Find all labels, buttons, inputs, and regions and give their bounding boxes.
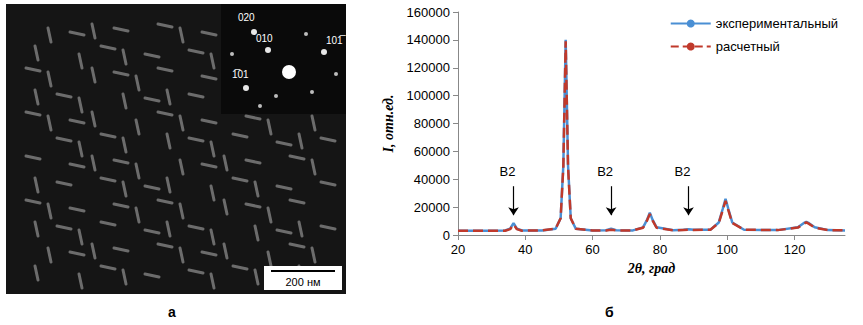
svg-text:20: 20 [451, 242, 465, 257]
svg-text:40: 40 [518, 242, 532, 257]
svg-text:200 нм: 200 нм [285, 276, 320, 288]
svg-text:160000: 160000 [407, 5, 450, 20]
svg-text:1̅01: 1̅01 [232, 69, 249, 80]
svg-text:80: 80 [653, 242, 667, 257]
svg-text:экспериментальный: экспериментальный [716, 16, 838, 31]
svg-text:20000: 20000 [414, 200, 450, 215]
svg-text:расчетный: расчетный [716, 39, 780, 54]
svg-text:0: 0 [443, 228, 450, 243]
svg-text:120: 120 [784, 242, 806, 257]
svg-text:2θ, град: 2θ, град [627, 261, 675, 276]
svg-text:I, отн.ед.: I, отн.ед. [381, 95, 396, 154]
svg-text:100000: 100000 [407, 88, 450, 103]
svg-text:100: 100 [716, 242, 738, 257]
svg-text:80000: 80000 [414, 116, 450, 131]
svg-text:140000: 140000 [407, 32, 450, 47]
svg-text:B2: B2 [597, 164, 613, 179]
html-text:а: а [168, 304, 176, 320]
svg-text:B2: B2 [500, 164, 516, 179]
svg-text:101̅: 101̅ [326, 35, 346, 46]
svg-text:40000: 40000 [414, 172, 450, 187]
svg-text:B2: B2 [675, 164, 691, 179]
svg-text:60000: 60000 [414, 144, 450, 159]
svg-text:60: 60 [585, 242, 599, 257]
svg-text:010: 010 [256, 33, 273, 44]
svg-text:020: 020 [238, 12, 255, 23]
svg-text:120000: 120000 [407, 60, 450, 75]
html-text:б: б [605, 304, 614, 320]
